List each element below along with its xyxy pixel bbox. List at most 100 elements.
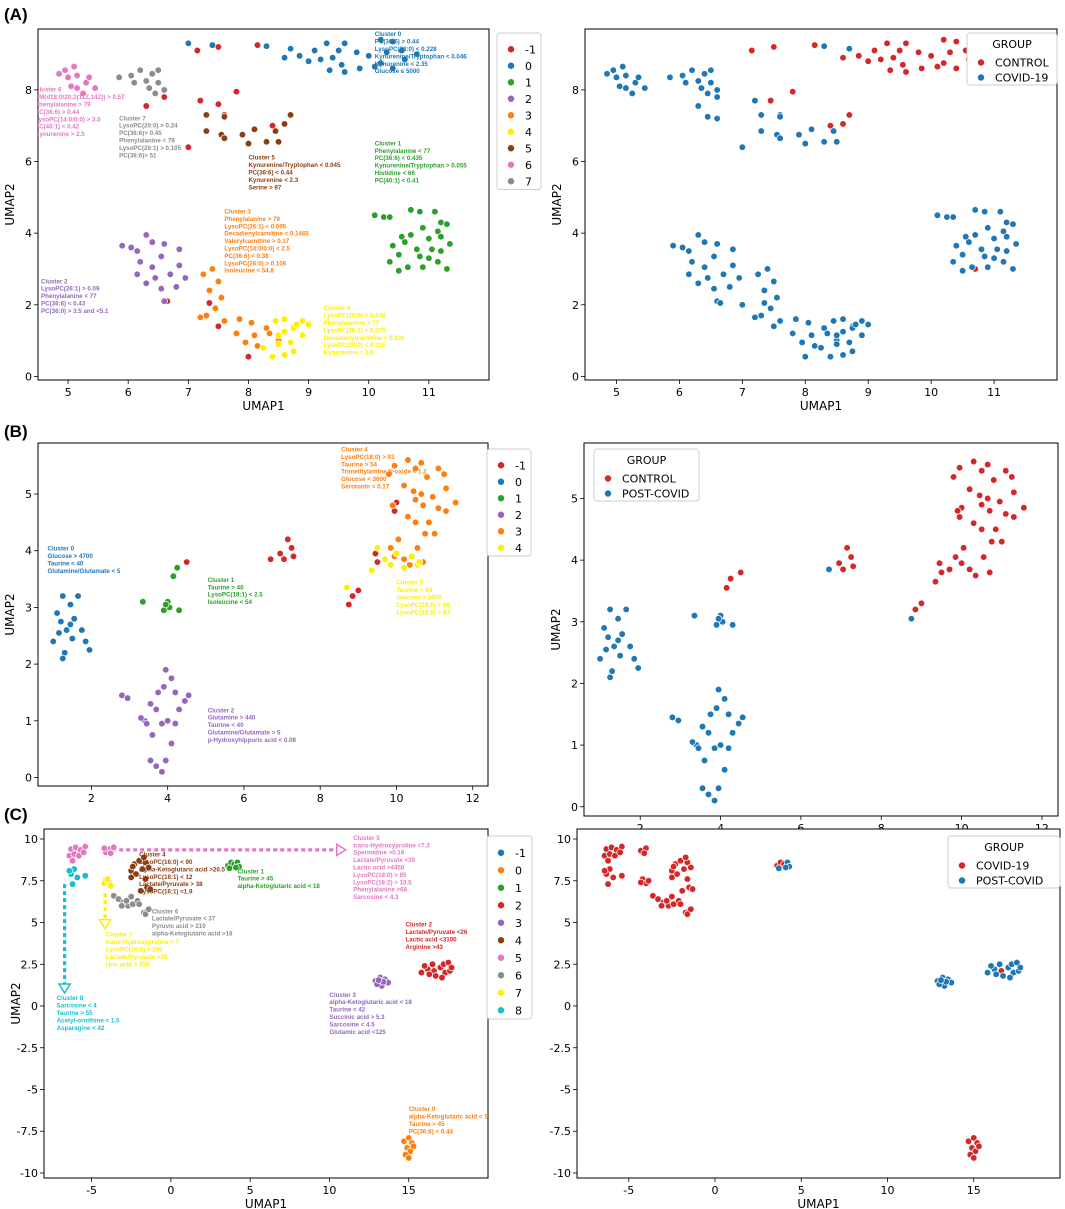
y-tick-label: -10 [20, 1167, 38, 1180]
data-point-covid-19 [615, 82, 624, 90]
cluster-annotation: Cluster 1 Taurine > 45 alpha-Ketoglutaric … [237, 868, 320, 890]
data-point-cluster-6 [106, 849, 115, 857]
data-point-covid-19 [1012, 240, 1020, 248]
data-point-control [969, 457, 978, 466]
cluster-annotation-line: Cluster 0 [48, 546, 75, 553]
cluster-annotation-line: PC(36:6) < 0.44 [409, 1128, 454, 1135]
data-point-control [1010, 513, 1018, 521]
data-point-covid-19 [776, 317, 784, 325]
data-point-control [722, 584, 731, 592]
data-point-covid-19 [773, 293, 781, 302]
legend-marker [977, 58, 985, 67]
cluster-annotation-line: LysoPC(18:2) > 10.5 [353, 879, 412, 886]
data-point-cluster-2 [137, 714, 145, 722]
data-point-control [843, 544, 851, 552]
data-point-cluster-3 [421, 530, 429, 538]
data-point-covid-19 [789, 329, 797, 338]
cluster-annotation-line: Phenylalanine < 77 [375, 148, 431, 155]
data-point-control [990, 476, 998, 484]
data-point-cluster-4 [298, 317, 307, 325]
data-point-cluster-3 [214, 277, 223, 286]
data-point-control [937, 568, 946, 577]
data-point-post-covid [724, 744, 733, 752]
data-point-covid-19 [611, 852, 619, 860]
data-point-control [847, 553, 855, 561]
cluster-annotation-line: Phenylalanine > 79 [35, 101, 91, 108]
data-point-covid-19 [634, 73, 643, 82]
legend: GROUP COVID-19 POST-COVID [947, 835, 1061, 889]
cluster-annotation: Cluster 8 Sarcosine < 4 Taurine > 55 Acetyl… [57, 995, 120, 1032]
y-tick-label: 7.5 [21, 875, 39, 888]
data-point-covid-19 [649, 892, 657, 900]
cluster-annotation-line: alpha-Ketoglutaric acid >20.5 [139, 866, 225, 873]
data-point-cluster-0 [262, 42, 271, 50]
cluster-annotation-line: Taurine > 45 [237, 876, 273, 883]
data-point-covid-19 [965, 238, 973, 246]
data-point-cluster--1 [253, 41, 262, 49]
data-point-post-covid [700, 756, 709, 765]
x-tick-label: 4 [164, 792, 171, 805]
data-point-cluster-0 [335, 46, 343, 55]
data-point-cluster-1 [413, 245, 421, 253]
data-point-cluster-1 [416, 252, 424, 261]
cluster-annotation: Cluster 5 trans-Hydroxyproline <7.3 Spermi… [353, 835, 430, 901]
data-point-control [976, 491, 984, 500]
data-point-covid-19 [984, 263, 992, 271]
data-point-covid-19 [716, 299, 724, 307]
data-point-cluster-3 [409, 487, 418, 495]
cluster-annotation-line: Cluster 7 [106, 932, 133, 939]
data-point-cluster-2 [148, 731, 157, 739]
cluster-annotation-line: Phenylalanine < 79 [119, 138, 175, 145]
x-tick-label: 7 [185, 386, 192, 399]
cluster-annotation-line: PC(36:6) > 0.44 [375, 39, 420, 46]
data-point-post-covid [720, 695, 729, 703]
panel-label-b: (B) [4, 422, 28, 441]
data-point-cluster-1 [416, 208, 424, 216]
data-point-covid-19 [829, 317, 838, 325]
data-point-cluster-6 [64, 73, 72, 82]
cluster-annotation-line: LysoPC(14:0/0:0) < 2.5 [224, 245, 290, 252]
data-point-cluster-3 [434, 464, 443, 473]
cluster-annotation-line: LysoPC(26:0) > 0.106 [224, 260, 286, 267]
data-point-cluster-3 [411, 518, 420, 527]
x-tick-label: 8 [317, 792, 324, 805]
cluster-annotation: Cluster 2 Glutamine > 440 Taurine < 40 Glut… [208, 707, 297, 744]
data-point-cluster-5 [262, 138, 271, 146]
data-point-cluster-3 [387, 544, 395, 552]
data-point-cluster-5 [220, 113, 229, 121]
legend-entry-label: 4 [525, 126, 532, 139]
x-tick-label: -5 [86, 1184, 97, 1197]
cluster-annotation: Cluster 4 LysoPC(16:0) < 90 alpha-Ketoglut… [139, 852, 225, 896]
data-point-control [978, 525, 986, 533]
data-point-control [955, 464, 964, 472]
data-point-cluster-4 [271, 317, 280, 325]
data-point-control [940, 36, 948, 44]
data-point-cluster--1 [214, 100, 223, 108]
data-point-covid-19 [999, 258, 1008, 266]
legend-title: GROUP [992, 38, 1032, 51]
data-point-covid-19 [804, 319, 813, 327]
cluster-annotation-line: Glucose > 3600 [396, 595, 442, 602]
data-point-control [988, 537, 996, 546]
y-tick-label: 0 [25, 771, 32, 784]
data-point-covid-19 [694, 231, 702, 239]
y-tick-label: 0 [572, 370, 579, 383]
legend-marker [497, 848, 505, 857]
cluster-annotation-line: Cluster 6 [152, 908, 179, 915]
legend-marker [497, 510, 505, 519]
legend: -1 0 1 2 3 4 [486, 448, 532, 557]
y-axis-label: UMAP2 [549, 608, 563, 650]
data-point-covid-19 [688, 885, 697, 893]
data-point-cluster-1 [175, 606, 183, 614]
data-point-covid-19 [971, 206, 979, 214]
data-point-post-covid [992, 970, 1000, 978]
legend-marker [604, 474, 612, 483]
cluster-annotation-line: Taurine > 54 [341, 461, 377, 468]
data-point-covid-19 [697, 84, 706, 92]
data-point-post-covid [710, 744, 719, 752]
x-tick-label: 8 [245, 386, 252, 399]
data-point-cluster-5 [138, 865, 146, 873]
data-point-covid-19 [704, 113, 712, 121]
data-point-cluster-3 [220, 317, 229, 325]
data-point-cluster-7 [148, 70, 156, 78]
